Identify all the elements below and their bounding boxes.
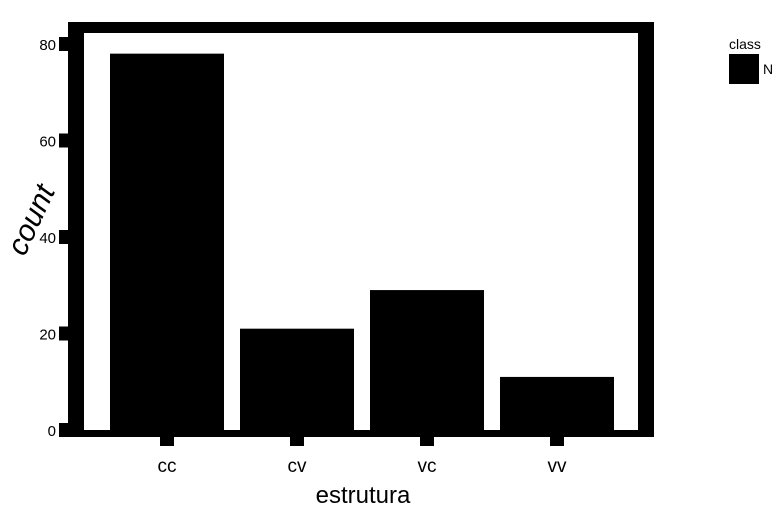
legend-label: N: [763, 61, 774, 77]
x-tick-mark: [550, 437, 564, 446]
x-axis-title: estrutura: [316, 482, 411, 509]
x-tick-label: vc: [418, 456, 437, 477]
legend-entry: N: [729, 54, 773, 84]
legend-title: class: [729, 36, 761, 52]
y-tick-mark: [59, 133, 68, 148]
y-tick-label: 60: [39, 134, 56, 151]
y-tick-mark: [59, 326, 68, 341]
y-tick-label: 80: [39, 37, 56, 54]
legend-key-swatch: [729, 54, 759, 84]
bar-cc: [110, 53, 224, 431]
y-tick-label: 20: [39, 327, 56, 344]
x-tick-mark: [290, 437, 304, 446]
y-tick-label: 0: [48, 423, 56, 440]
x-tick-label: cv: [288, 456, 308, 477]
y-tick-mark: [59, 423, 68, 437]
legend: class N: [729, 36, 773, 84]
x-tick-label: cc: [158, 456, 177, 477]
bar-vc: [370, 290, 484, 430]
bar-cv: [240, 328, 354, 430]
y-tick-mark: [59, 37, 68, 51]
x-tick-label: vv: [548, 456, 568, 477]
bar-vv: [500, 376, 614, 430]
x-tick-mark: [160, 437, 174, 446]
x-tick-mark: [420, 437, 434, 446]
y-axis-title: count: [1, 178, 63, 260]
y-tick-label: 40: [39, 230, 56, 247]
y-tick-mark: [59, 230, 68, 244]
